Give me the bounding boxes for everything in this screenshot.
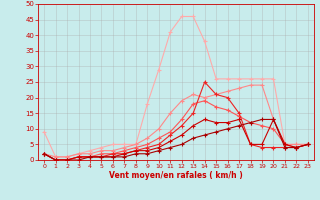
X-axis label: Vent moyen/en rafales ( km/h ): Vent moyen/en rafales ( km/h ) xyxy=(109,171,243,180)
